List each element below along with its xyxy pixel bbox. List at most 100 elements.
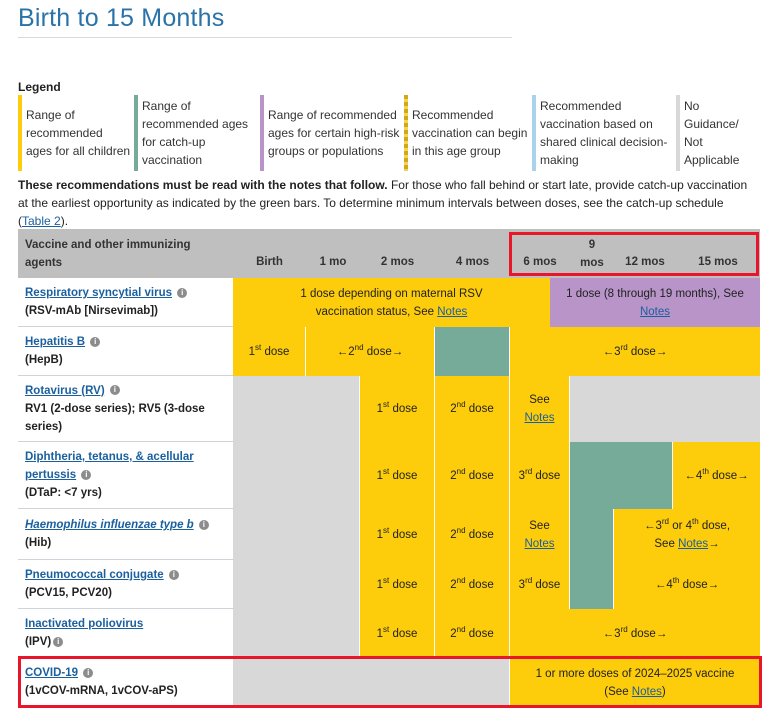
covid-close: ) bbox=[661, 685, 666, 698]
rv-see: See bbox=[529, 394, 550, 406]
vaccine-name-pcv: Pneumococcal conjugate i (PCV15, PCV20) bbox=[18, 560, 233, 609]
ipv-dose-1: 1st dose bbox=[360, 609, 435, 658]
covid-doses: 1 or more doses of 2024–2025 vaccine (Se… bbox=[510, 658, 760, 707]
covid-sub: (1vCOV-mRNA, 1vCOV-aPS) bbox=[25, 685, 178, 697]
legend-title: Legend bbox=[18, 80, 61, 94]
hib-catchup bbox=[570, 509, 614, 560]
covid-text: 1 or more doses of 2024–2025 vaccine bbox=[535, 667, 735, 680]
header-age-1mo: 1 mo bbox=[306, 229, 360, 278]
pcv-catchup bbox=[570, 560, 614, 609]
highlight-box-6-15mos-header bbox=[509, 232, 759, 276]
intro-text: For those who fall behind or start late,… bbox=[18, 178, 748, 228]
legend-swatch-green bbox=[134, 95, 138, 171]
legend-swatch-purple bbox=[260, 95, 264, 171]
legend-swatch-blue bbox=[532, 95, 536, 171]
hib-link[interactable]: Haemophilus influenzae type b bbox=[25, 519, 194, 531]
header-9-bottom: mos bbox=[580, 256, 604, 269]
dtap-link[interactable]: Diphtheria, tetanus, & acellular pertuss… bbox=[25, 451, 194, 481]
hepb-catchup bbox=[435, 327, 510, 376]
hib-d34-text: ←3rd or 4th dose, bbox=[643, 516, 731, 532]
table-2-link[interactable]: Table 2 bbox=[22, 214, 61, 228]
pcv-sub: (PCV15, PCV20) bbox=[25, 587, 112, 599]
intro-end: ). bbox=[60, 214, 69, 228]
hepb-link[interactable]: Hepatitis B bbox=[25, 336, 86, 348]
legend-item-high-risk: Range of recommended ages for certain hi… bbox=[260, 95, 404, 171]
page-title: Birth to 15 Months bbox=[18, 4, 225, 32]
info-icon[interactable]: i bbox=[168, 569, 179, 580]
rsv-yellow-bar: 1 dose depending on maternal RSV vaccina… bbox=[233, 278, 550, 327]
rv-notes-link[interactable]: Notes bbox=[524, 412, 555, 424]
ipv-dose-3: ←3rd dose→ bbox=[510, 609, 760, 658]
rsv-notes-link[interactable]: Notes bbox=[437, 305, 468, 318]
hepb-sub: (HepB) bbox=[25, 354, 63, 366]
legend-label: Recommended vaccination can begin in thi… bbox=[412, 108, 528, 158]
legend-swatch-yellow bbox=[18, 95, 22, 171]
hib-na-birth-1mo bbox=[233, 509, 360, 560]
hib-notes-link-2[interactable]: Notes bbox=[678, 537, 709, 550]
hib-see: See bbox=[529, 519, 550, 532]
legend-item-catch-up: Range of recommended ages for catch-up v… bbox=[134, 95, 260, 171]
intro-paragraph: These recommendations must be read with … bbox=[18, 176, 758, 230]
rv-link[interactable]: Rotavirus (RV) bbox=[25, 384, 105, 397]
covid-see: (See bbox=[604, 685, 629, 698]
ipv-link[interactable]: Inactivated poliovirus bbox=[25, 618, 144, 630]
info-icon[interactable]: i bbox=[53, 636, 64, 647]
info-icon[interactable]: i bbox=[198, 519, 209, 530]
header-age-6mos: 6 mos bbox=[510, 229, 570, 278]
rv-see-notes: See Notes bbox=[510, 376, 570, 442]
info-icon[interactable]: i bbox=[90, 336, 101, 347]
pcv-dose-1: 1st dose bbox=[360, 560, 435, 609]
hib-sub: (Hib) bbox=[25, 537, 52, 549]
covid-link[interactable]: COVID-19 bbox=[25, 667, 79, 679]
rsv-sub: (RSV-mAb [Nirsevimab]) bbox=[25, 305, 158, 317]
rv-sub: RV1 (2-dose series); RV5 (3-dose series) bbox=[25, 402, 205, 433]
dtap-sub: (DTaP: <7 yrs) bbox=[25, 487, 102, 499]
legend-item-all-children: Range of recommended ages for all childr… bbox=[18, 95, 134, 171]
rv-na-9-15mos bbox=[570, 376, 760, 442]
hib-see-notes: See Notes bbox=[510, 509, 570, 560]
vaccine-name-hib: Haemophilus influenzae type b i (Hib) bbox=[18, 509, 233, 560]
rsv-link[interactable]: Respiratory syncytial virus bbox=[25, 287, 173, 299]
highlight-box-covid-row bbox=[18, 656, 762, 708]
vaccine-name-rv: Rotavirus (RV) i RV1 (2-dose series); RV5… bbox=[18, 376, 233, 442]
rsv-yellow-text: 1 dose depending on maternal RSV vaccina… bbox=[300, 287, 483, 318]
legend-swatch-yellow-dashed bbox=[404, 95, 408, 171]
legend-label: Range of recommended ages for all childr… bbox=[26, 108, 131, 158]
legend-label: Range of recommended ages for catch-up v… bbox=[142, 99, 249, 167]
hepb-dose-2: ←2nd dose→ bbox=[306, 327, 435, 376]
header-age-birth: Birth bbox=[233, 229, 306, 278]
vaccine-name-ipv: Inactivated poliovirus (IPV) i bbox=[18, 609, 233, 658]
ipv-dose-2: 2nd dose bbox=[435, 609, 510, 658]
hib-see2: See bbox=[654, 537, 675, 550]
header-vaccine-col: Vaccine and other immunizing agents bbox=[18, 229, 233, 278]
covid-na-birth-4mos bbox=[233, 658, 510, 707]
header-age-15mos: 15 mos bbox=[676, 229, 760, 278]
covid-notes-link[interactable]: Notes bbox=[631, 685, 662, 698]
vaccine-name-covid: COVID-19 i (1vCOV-mRNA, 1vCOV-aPS) bbox=[18, 658, 233, 707]
vaccine-name-hepb: Hepatitis B i (HepB) bbox=[18, 327, 233, 376]
hib-notes-link[interactable]: Notes bbox=[524, 537, 555, 550]
ipv-sub: (IPV) bbox=[25, 636, 52, 648]
info-icon[interactable]: i bbox=[81, 469, 92, 480]
dtap-dose-3: 3rd dose bbox=[510, 442, 570, 509]
schedule-table: Vaccine and other immunizing agents Birt… bbox=[18, 229, 760, 709]
info-icon[interactable]: i bbox=[109, 385, 120, 396]
intro-bold: These recommendations must be read with … bbox=[18, 178, 388, 192]
hib-dose-1: 1st dose bbox=[360, 509, 435, 560]
dtap-dose-1: 1st dose bbox=[360, 442, 435, 509]
dtap-na-birth-1mo bbox=[233, 442, 360, 509]
pcv-link[interactable]: Pneumococcal conjugate bbox=[25, 569, 164, 581]
rsv-purple-notes-link[interactable]: Notes bbox=[639, 305, 671, 318]
info-icon[interactable]: i bbox=[83, 667, 94, 678]
title-divider bbox=[18, 37, 512, 38]
hepb-dose-3: ←3rd dose→ bbox=[510, 327, 760, 376]
info-icon[interactable]: i bbox=[177, 287, 188, 298]
legend-label: Range of recommended ages for certain hi… bbox=[268, 108, 400, 158]
pcv-dose-3: 3rd dose bbox=[510, 560, 570, 609]
rv-na-birth-1mo bbox=[233, 376, 360, 442]
ipv-na-birth-1mo bbox=[233, 609, 360, 658]
pcv-dose-4: ←4th dose→ bbox=[614, 560, 760, 609]
vaccine-name-rsv: Respiratory syncytial virus i (RSV-mAb [N… bbox=[18, 278, 233, 327]
legend-swatch-gray bbox=[676, 95, 680, 171]
legend-label: No Guidance/ Not Applicable bbox=[684, 99, 740, 167]
